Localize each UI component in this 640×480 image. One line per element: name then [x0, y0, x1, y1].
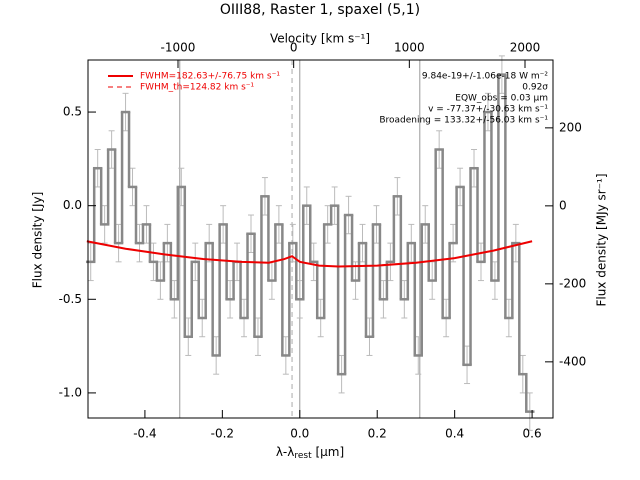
x-tick-label: 0.2 — [368, 427, 387, 441]
y-tick-label: -1.0 — [59, 385, 82, 399]
legend-label: FWHM_th=124.82 km s⁻¹ — [140, 83, 255, 93]
y2-tick-label: -400 — [559, 354, 586, 368]
x2-tick-label: 2000 — [510, 41, 541, 55]
x-tick-label: 0.4 — [445, 427, 464, 441]
x-label-main: λ-λ — [276, 445, 295, 459]
x2-tick-label: 1000 — [394, 41, 425, 55]
y2-tick-label: 200 — [559, 120, 582, 134]
x2-tick-label: -1000 — [161, 41, 196, 55]
fit-line — [86, 240, 533, 268]
y2-tick-label: -200 — [559, 276, 586, 290]
x-label: λ-λrest [μm] — [276, 445, 344, 461]
x-tick-label: -0.4 — [133, 427, 156, 441]
annotation: 0.92σ — [522, 83, 548, 93]
annotation: 9.84e-19+/-1.06e-18 W m⁻² — [422, 72, 549, 82]
plot-frame — [87, 59, 554, 419]
x-label-sub: rest — [294, 451, 312, 461]
y-tick-label: 0.5 — [63, 105, 82, 119]
y-tick-label: -0.5 — [59, 292, 82, 306]
y-label: Flux density [Jy] — [31, 192, 45, 289]
annotation: v = -77.37+/-30.63 km s⁻¹ — [428, 105, 548, 115]
x-tick-label: 0.0 — [290, 427, 309, 441]
annotation: Broadening = 133.32+/-56.03 km s⁻¹ — [379, 116, 548, 126]
y2-label: Flux density [MJy sr⁻¹] — [595, 173, 609, 306]
x2-label: Velocity [km s⁻¹] — [270, 32, 370, 46]
legend-label: FWHM=182.63+/-76.75 km s⁻¹ — [140, 72, 280, 82]
x-tick-label: 0.6 — [523, 427, 542, 441]
chart-title: OIII88, Raster 1, spaxel (5,1) — [220, 2, 420, 18]
x-label-unit: [μm] — [312, 445, 345, 459]
annotation: EQW_obs = 0.03 μm — [455, 94, 548, 104]
x-tick-label: -0.2 — [211, 427, 234, 441]
x2-tick-label: 0 — [290, 41, 298, 55]
y2-tick-label: 0 — [559, 198, 567, 212]
y-tick-label: 0.0 — [63, 198, 82, 212]
